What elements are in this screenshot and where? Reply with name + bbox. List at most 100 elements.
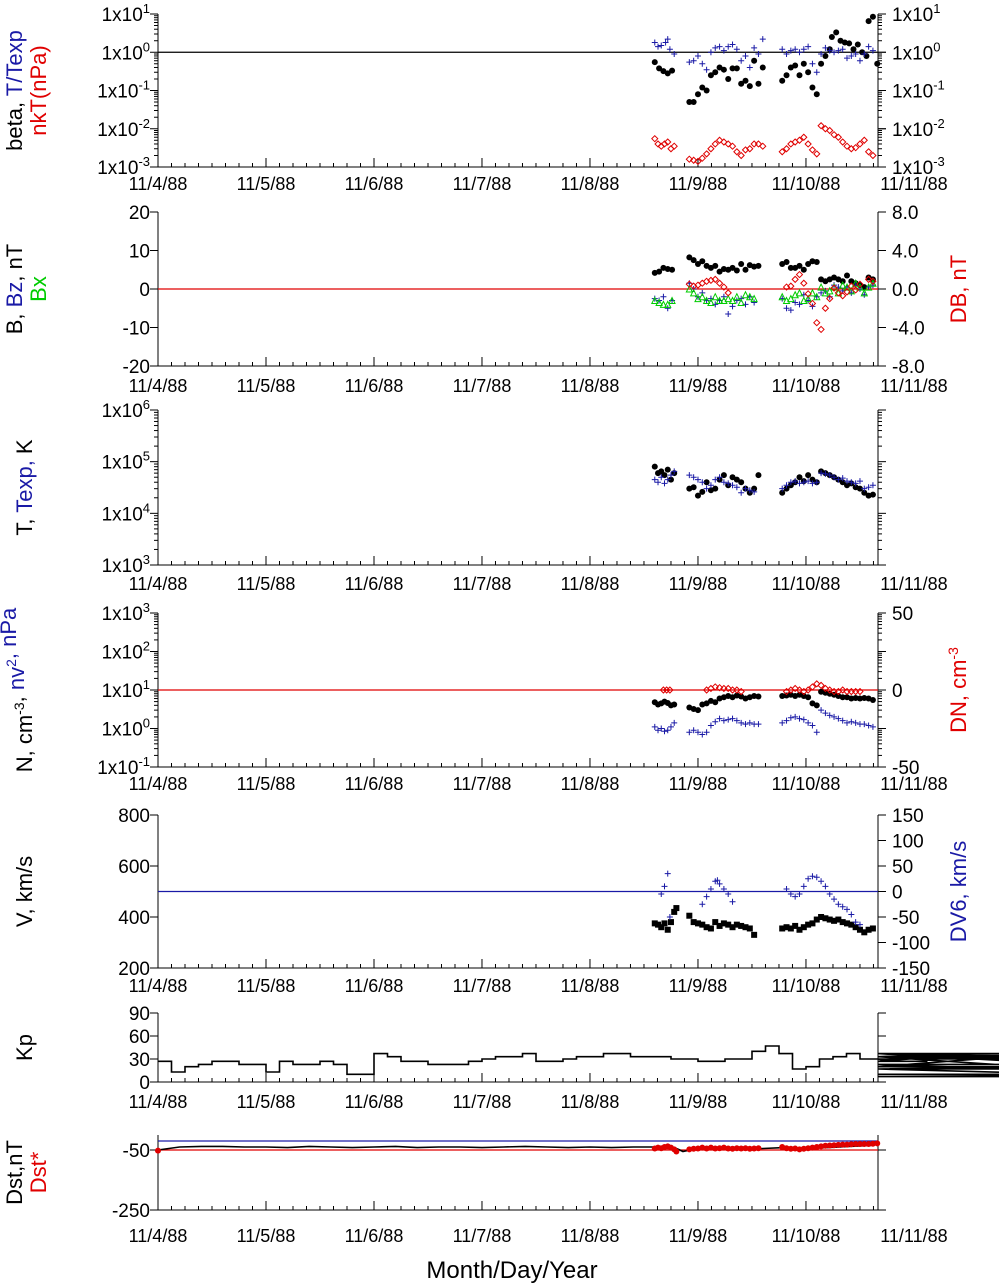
panel-density: 1x103 1x102 1x101 1x100 1x10-1 50 0 -50 11/4/88 1…	[0, 600, 971, 794]
data-point	[746, 83, 753, 90]
data-point	[694, 492, 701, 499]
data-point	[850, 46, 857, 53]
data-point	[861, 1141, 868, 1147]
data-point	[787, 925, 794, 932]
y-tick-label-right: -150	[892, 959, 930, 980]
data-point	[795, 136, 804, 144]
data-point	[686, 254, 693, 261]
data-point	[828, 34, 835, 41]
data-point	[720, 479, 727, 486]
data-point	[715, 683, 724, 692]
x-tick-label: 11/9/88	[669, 1092, 728, 1112]
data-point	[733, 267, 740, 274]
data-point	[838, 292, 847, 300]
data-point	[694, 707, 701, 714]
data-point	[746, 1145, 753, 1152]
data-point	[661, 920, 668, 927]
data-point	[839, 46, 846, 53]
data-point	[864, 148, 873, 156]
data-point	[738, 922, 745, 929]
y-tick-label: 1x101	[102, 1, 150, 26]
x-tick-label: 11/5/88	[237, 976, 296, 996]
y-tick-label: 0	[139, 1073, 150, 1094]
x-tick-label: 11/10/88	[772, 1226, 841, 1246]
data-point	[779, 485, 786, 492]
data-point	[716, 922, 723, 929]
y-tick-label-right: 100	[892, 832, 924, 853]
data-point	[856, 282, 864, 291]
data-point	[796, 72, 803, 79]
data-point	[694, 91, 701, 98]
data-point	[685, 280, 694, 288]
data-point	[686, 99, 693, 106]
data-point	[831, 917, 838, 924]
data-point	[714, 877, 721, 884]
data-point	[792, 478, 799, 485]
data-point	[715, 279, 724, 287]
data-point	[783, 717, 790, 724]
data-point	[661, 883, 668, 890]
data-point	[805, 875, 812, 882]
data-point	[818, 289, 825, 296]
y-tick-label: -250	[112, 1201, 150, 1222]
x-tick-label: 11/8/88	[561, 976, 620, 996]
data-point	[822, 44, 829, 51]
data-point	[783, 924, 790, 931]
data-point	[703, 66, 710, 73]
data-point	[792, 299, 799, 306]
data-point	[783, 485, 790, 492]
data-point	[861, 485, 868, 492]
y-axis-label: Dst,nT	[2, 1140, 27, 1205]
data-point	[690, 727, 697, 734]
series-dv6	[658, 870, 863, 928]
data-point	[733, 297, 740, 304]
x-tick-label: 11/9/88	[669, 174, 728, 194]
data-point	[746, 292, 754, 301]
x-tick-label: 11/9/88	[669, 376, 728, 396]
data-point	[699, 731, 706, 738]
data-point	[851, 143, 860, 152]
data-point	[796, 49, 803, 56]
data-point	[690, 57, 697, 64]
y-tick-label: 1x104	[102, 500, 150, 525]
panel-mag: 20 10 0 -10 -20 8.0 4.0 0.0 -4.0 -8.0 11/4/88 11/5/…	[2, 203, 971, 396]
data-point	[792, 893, 799, 900]
data-point	[699, 921, 706, 928]
data-point	[746, 487, 753, 494]
data-point	[659, 300, 668, 308]
data-point	[787, 307, 794, 314]
data-point	[813, 680, 821, 688]
data-point	[779, 77, 786, 84]
data-point	[661, 728, 668, 735]
data-point	[742, 77, 749, 84]
data-point	[851, 286, 860, 294]
data-point	[729, 898, 736, 905]
x-tick-label: 11/8/88	[561, 1226, 620, 1246]
data-point	[690, 99, 697, 106]
data-point	[813, 318, 821, 327]
data-point	[817, 282, 825, 291]
data-point	[864, 282, 873, 291]
data-point	[856, 687, 864, 696]
data-point	[791, 275, 799, 284]
data-point	[661, 472, 668, 479]
data-point	[856, 485, 863, 492]
x-tick-label: 11/4/88	[129, 774, 188, 794]
data-point	[671, 468, 678, 475]
data-point	[654, 140, 662, 148]
y-tick-label: 400	[118, 908, 150, 929]
data-point	[800, 60, 807, 67]
data-point	[650, 296, 659, 305]
x-tick-label: 11/4/88	[129, 574, 188, 594]
data-point	[712, 262, 719, 269]
data-point	[865, 18, 872, 25]
data-point	[720, 138, 728, 146]
data-point	[698, 154, 707, 162]
data-point	[711, 683, 719, 691]
data-point	[720, 885, 727, 892]
data-point	[835, 715, 842, 722]
y-tick-label-right: 50	[892, 857, 913, 878]
data-point	[733, 46, 740, 53]
data-point	[783, 259, 790, 266]
y-axis-label: T, Texp, K	[12, 439, 37, 536]
